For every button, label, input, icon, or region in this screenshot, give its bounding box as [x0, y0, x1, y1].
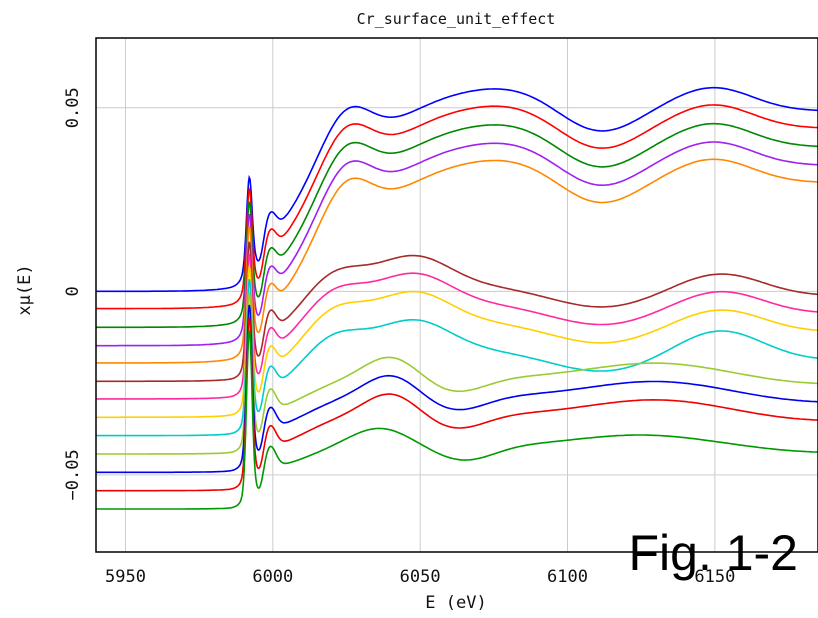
series-line-2	[96, 104, 818, 310]
y-tick-label: 0	[63, 286, 83, 296]
x-tick-label: 6000	[252, 567, 293, 587]
series-line-3	[96, 122, 818, 329]
x-tick-label: 5950	[105, 567, 146, 587]
series-line-4	[96, 141, 818, 347]
figure-annotation: Fig. 1-2	[628, 525, 798, 581]
x-axis-label: E (eV)	[425, 593, 486, 613]
grid-lines	[96, 38, 818, 552]
series-line-6	[96, 241, 818, 383]
y-tick-label: −0.05	[63, 449, 83, 500]
plot-frame	[95, 37, 818, 553]
series-line-8	[96, 266, 818, 419]
series-line-12	[96, 317, 818, 492]
y-tick-labels: −0.05 0 0.05	[63, 87, 83, 500]
series-line-1	[96, 86, 818, 293]
y-tick-label: 0.05	[63, 87, 83, 128]
series-line-7	[96, 253, 818, 400]
series-line-10	[96, 292, 818, 455]
x-tick-label: 6100	[547, 567, 588, 587]
x-tick-label: 6150	[694, 567, 735, 587]
series-group	[96, 86, 818, 510]
series-line-5	[96, 158, 818, 364]
x-tick-label: 6050	[400, 567, 441, 587]
series-line-9	[96, 279, 818, 437]
chart-title: Cr_surface_unit_effect	[357, 10, 556, 28]
series-line-13	[96, 330, 818, 510]
y-axis-label: xμ(E)	[15, 264, 35, 315]
x-tick-labels: 5950 6000 6050 6100 6150	[105, 567, 735, 587]
series-line-11	[96, 304, 818, 474]
